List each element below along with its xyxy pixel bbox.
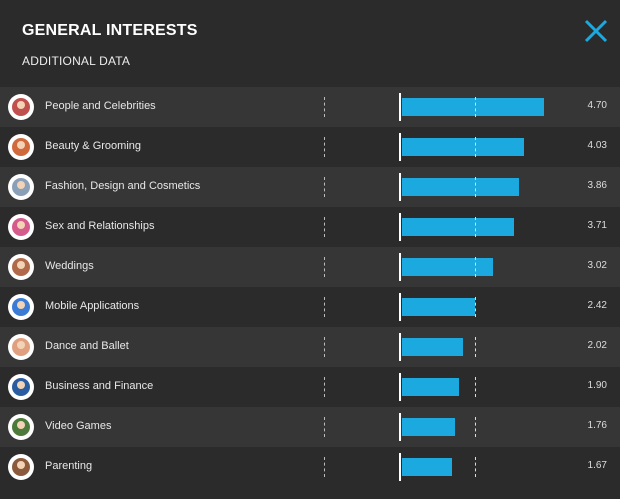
bar bbox=[402, 138, 524, 156]
divider bbox=[324, 377, 325, 397]
bar bbox=[402, 178, 519, 196]
couple-hearts-icon bbox=[8, 214, 34, 240]
table-row[interactable]: Parenting 1.67 bbox=[0, 447, 620, 487]
divider bbox=[324, 257, 325, 277]
value-label: 3.86 bbox=[587, 180, 607, 191]
close-x-icon[interactable] bbox=[583, 18, 609, 44]
reference-line bbox=[475, 177, 477, 197]
divider bbox=[324, 337, 325, 357]
value-label: 4.03 bbox=[587, 140, 607, 151]
table-row[interactable]: Beauty & Grooming 4.03 bbox=[0, 127, 620, 167]
reference-line bbox=[475, 217, 477, 237]
parenting-family-icon bbox=[8, 454, 34, 480]
reference-line bbox=[475, 97, 477, 117]
bar bbox=[402, 418, 456, 436]
bar bbox=[402, 338, 463, 356]
divider bbox=[324, 217, 325, 237]
category-label: Dance and Ballet bbox=[45, 340, 129, 352]
table-row[interactable]: Dance and Ballet 2.02 bbox=[0, 327, 620, 367]
category-label: Beauty & Grooming bbox=[45, 140, 141, 152]
divider bbox=[324, 137, 325, 157]
bar-axis bbox=[399, 213, 401, 241]
reference-line bbox=[475, 417, 477, 437]
bar bbox=[402, 378, 460, 396]
reference-line bbox=[475, 257, 477, 277]
value-label: 2.42 bbox=[587, 300, 607, 311]
bar-axis bbox=[399, 173, 401, 201]
category-label: Parenting bbox=[45, 460, 93, 472]
reference-line bbox=[475, 457, 477, 477]
table-row[interactable]: Sex and Relationships 3.71 bbox=[0, 207, 620, 247]
bar-axis bbox=[399, 133, 401, 161]
business-briefcase-icon bbox=[8, 374, 34, 400]
divider bbox=[324, 177, 325, 197]
divider bbox=[324, 417, 325, 437]
category-label: Video Games bbox=[45, 420, 112, 432]
category-label: Business and Finance bbox=[45, 380, 154, 392]
table-row[interactable]: Weddings 3.02 bbox=[0, 247, 620, 287]
category-label: Mobile Applications bbox=[45, 300, 140, 312]
category-label: People and Celebrities bbox=[45, 100, 156, 112]
bar-axis bbox=[399, 453, 401, 481]
bar bbox=[402, 298, 476, 316]
bar bbox=[402, 218, 515, 236]
interest-list: People and Celebrities 4.70 Beauty & Groom… bbox=[0, 87, 620, 487]
divider bbox=[324, 297, 325, 317]
table-row[interactable]: Business and Finance 1.90 bbox=[0, 367, 620, 407]
value-label: 3.02 bbox=[587, 260, 607, 271]
reference-line bbox=[475, 377, 477, 397]
mobile-apps-icon bbox=[8, 294, 34, 320]
value-label: 1.67 bbox=[587, 460, 607, 471]
bar bbox=[402, 458, 453, 476]
value-label: 4.70 bbox=[587, 100, 607, 111]
page-title: GENERAL INTERESTS bbox=[22, 22, 198, 39]
bar bbox=[402, 258, 494, 276]
bar-axis bbox=[399, 293, 401, 321]
reference-line bbox=[475, 137, 477, 157]
reference-line bbox=[475, 337, 477, 357]
value-label: 2.02 bbox=[587, 340, 607, 351]
bar-axis bbox=[399, 253, 401, 281]
table-row[interactable]: Video Games 1.76 bbox=[0, 407, 620, 447]
divider bbox=[324, 97, 325, 117]
reference-line bbox=[475, 297, 477, 317]
value-label: 3.71 bbox=[587, 220, 607, 231]
category-label: Fashion, Design and Cosmetics bbox=[45, 180, 201, 192]
bar-axis bbox=[399, 413, 401, 441]
bar-axis bbox=[399, 93, 401, 121]
gamepad-icon bbox=[8, 414, 34, 440]
value-label: 1.90 bbox=[587, 380, 607, 391]
table-row[interactable]: Fashion, Design and Cosmetics 3.86 bbox=[0, 167, 620, 207]
category-label: Weddings bbox=[45, 260, 94, 272]
star-celebrity-icon bbox=[8, 94, 34, 120]
ballet-dancer-icon bbox=[8, 334, 34, 360]
bar bbox=[402, 98, 544, 116]
table-row[interactable]: People and Celebrities 4.70 bbox=[0, 87, 620, 127]
bar-axis bbox=[399, 373, 401, 401]
page-subtitle: ADDITIONAL DATA bbox=[22, 54, 131, 68]
value-label: 1.76 bbox=[587, 420, 607, 431]
table-row[interactable]: Mobile Applications 2.42 bbox=[0, 287, 620, 327]
divider bbox=[324, 457, 325, 477]
bar-axis bbox=[399, 333, 401, 361]
fashion-mannequin-icon bbox=[8, 174, 34, 200]
category-label: Sex and Relationships bbox=[45, 220, 155, 232]
beauty-face-icon bbox=[8, 134, 34, 160]
wedding-couple-icon bbox=[8, 254, 34, 280]
